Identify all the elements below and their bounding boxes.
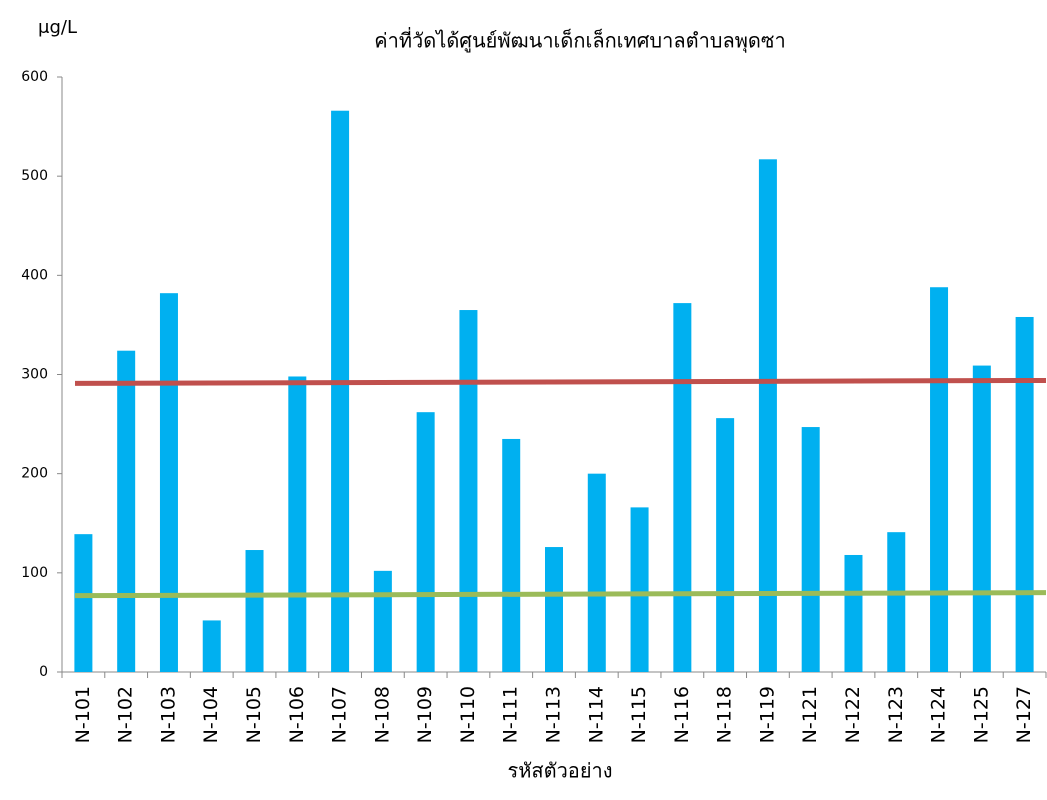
y-tick-label: 500 — [21, 168, 48, 184]
bar — [972, 365, 991, 672]
bar — [331, 110, 350, 672]
x-axis-title: รหัสตัวอย่าง — [507, 759, 612, 783]
bar — [1015, 316, 1034, 672]
x-tick-label: N-102 — [115, 686, 137, 743]
reference-line — [74, 377, 1047, 386]
x-tick-label: N-104 — [200, 686, 222, 743]
bar — [673, 303, 692, 672]
bar — [159, 293, 178, 672]
bar — [844, 554, 863, 672]
reference-line — [74, 590, 1047, 599]
x-tick-label: N-118 — [714, 686, 736, 743]
chart-title: ค่าที่วัดได้ศูนย์พัฒนาเด็กเล็กเทศบาลตำบล… — [374, 27, 785, 54]
y-tick-label: 0 — [39, 664, 48, 680]
bar — [416, 412, 435, 672]
bar — [373, 570, 392, 672]
x-tick-label: N-109 — [414, 686, 436, 743]
bar — [716, 418, 735, 672]
y-tick-label: 400 — [21, 267, 48, 283]
bar — [502, 438, 521, 672]
x-tick-label: N-114 — [585, 686, 607, 743]
y-tick-label: 100 — [21, 565, 48, 581]
y-tick-label: 300 — [21, 367, 48, 383]
x-tick-label: N-111 — [500, 686, 522, 743]
y-unit: μg/L — [38, 17, 77, 38]
y-tick-label: 600 — [21, 69, 48, 85]
x-tick-label: N-115 — [628, 686, 650, 743]
x-tick-label: N-113 — [543, 686, 565, 743]
bar — [288, 376, 307, 672]
bar — [630, 507, 649, 672]
bar — [758, 159, 777, 672]
x-tick-label: N-124 — [928, 686, 950, 743]
x-tick-label: N-127 — [1013, 686, 1035, 743]
bar — [887, 532, 906, 672]
x-tick-label: N-101 — [72, 686, 94, 743]
x-tick-label: N-123 — [885, 686, 907, 743]
bar — [587, 473, 606, 672]
bar — [801, 427, 820, 672]
bar — [245, 550, 264, 672]
x-tick-label: N-108 — [371, 686, 393, 743]
x-tick-label: N-122 — [842, 686, 864, 743]
bar — [459, 310, 478, 672]
bar — [545, 547, 563, 672]
x-tick-label: N-125 — [970, 686, 992, 743]
x-tick-label: N-106 — [286, 686, 308, 743]
x-tick-label: N-119 — [756, 686, 778, 743]
x-tick-label: N-121 — [799, 686, 821, 743]
x-tick-label: N-116 — [671, 686, 693, 743]
x-tick-label: N-107 — [329, 686, 351, 743]
bar — [930, 287, 949, 672]
x-tick-label: N-105 — [243, 686, 265, 743]
x-tick-label: N-103 — [157, 686, 179, 743]
bar — [117, 350, 136, 672]
bar — [74, 534, 93, 672]
x-tick-label: N-110 — [457, 686, 479, 743]
bar — [202, 620, 221, 672]
y-tick-label: 200 — [21, 466, 48, 482]
